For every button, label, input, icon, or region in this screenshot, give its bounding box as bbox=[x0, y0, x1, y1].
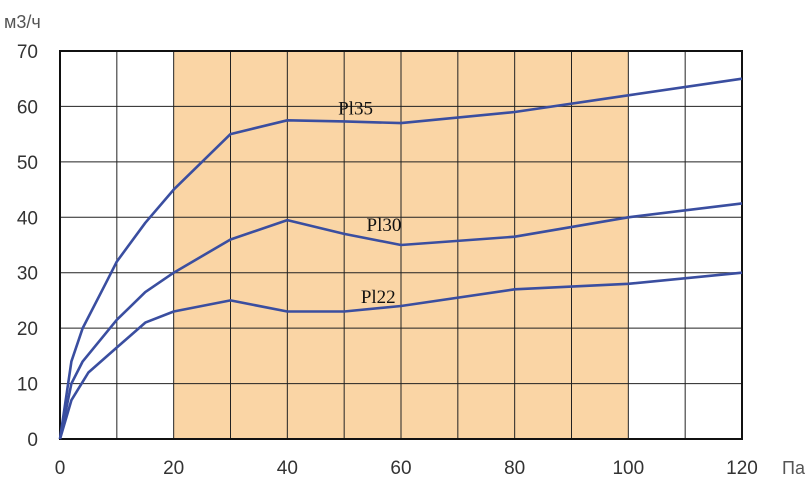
x-tick-label: 80 bbox=[504, 458, 525, 479]
x-tick-label: 40 bbox=[277, 458, 298, 479]
y-tick-label: 40 bbox=[17, 208, 38, 229]
x-tick-labels: 0 20 40 60 80 100 120 bbox=[55, 458, 758, 479]
series-line-pl30 bbox=[58, 202, 743, 440]
x-axis-unit: Па bbox=[782, 458, 806, 478]
y-tick-label: 20 bbox=[17, 319, 38, 340]
series-lines bbox=[58, 77, 743, 440]
series-label-pl22: Pl22 bbox=[361, 287, 396, 308]
y-tick-label: 50 bbox=[17, 153, 38, 174]
y-tick-label: 70 bbox=[17, 42, 38, 63]
x-tick-label: 60 bbox=[390, 458, 411, 479]
series-line-pl22 bbox=[58, 271, 743, 440]
series-line-pl35 bbox=[58, 77, 743, 440]
y-axis-unit: м3/ч bbox=[4, 12, 41, 32]
x-tick-label: 20 bbox=[163, 458, 184, 479]
series-label-pl30: Pl30 bbox=[367, 215, 402, 236]
plot-border bbox=[59, 50, 743, 440]
y-tick-label: 0 bbox=[27, 430, 38, 451]
series-label-pl35: Pl35 bbox=[338, 99, 373, 120]
y-tick-labels: 0 10 20 30 40 50 60 70 bbox=[17, 42, 38, 451]
x-tick-label: 100 bbox=[612, 458, 644, 479]
y-tick-label: 30 bbox=[17, 264, 38, 285]
y-tick-label: 60 bbox=[17, 97, 38, 118]
series-labels: Pl35 Pl30 Pl22 bbox=[338, 99, 401, 308]
grid bbox=[60, 51, 742, 439]
x-tick-label: 0 bbox=[55, 458, 66, 479]
x-tick-label: 120 bbox=[726, 458, 758, 479]
y-tick-label: 10 bbox=[17, 375, 38, 396]
